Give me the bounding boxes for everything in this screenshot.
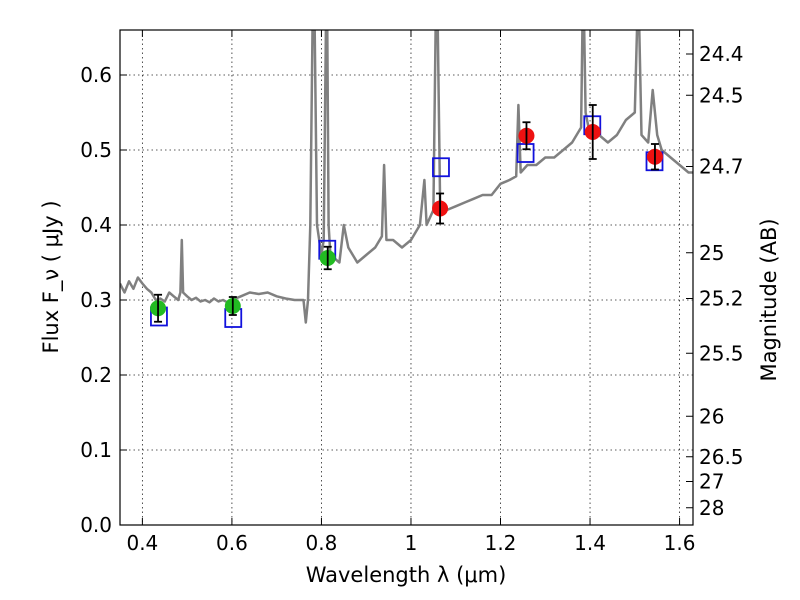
x-tick-label: 0.4 xyxy=(126,531,158,555)
y2-tick-label: 25.2 xyxy=(699,287,744,311)
y-tick-label: 0.3 xyxy=(80,288,112,312)
y-tick-label: 0.4 xyxy=(80,213,112,237)
photometry-points xyxy=(150,104,664,328)
x-axis-label: Wavelength λ (μm) xyxy=(306,563,507,587)
y2-tick-label: 24.5 xyxy=(699,83,744,107)
y-tick-label: 0.2 xyxy=(80,363,112,387)
x-tick-label: 1.4 xyxy=(574,531,606,555)
y-tick-label: 0.1 xyxy=(80,438,112,462)
model-spectrum-line xyxy=(120,30,693,324)
x-tick-label: 0.8 xyxy=(306,531,338,555)
y2-tick-label: 27 xyxy=(699,470,724,494)
x-tick-label: 1.2 xyxy=(485,531,517,555)
y-tick-label: 0.5 xyxy=(80,138,112,162)
grid xyxy=(120,30,693,526)
axis-ticks: 0.4 0.6 0.8 1 1.2 1.4 1.6 0.0 0.1 0.2 0.3 0.4 0.5 0.6… xyxy=(80,30,744,555)
y-tick-label: 0.0 xyxy=(80,513,112,537)
y-axis-label: Flux F_ν ( μJy ) xyxy=(39,200,64,353)
y2-tick-label: 25 xyxy=(699,241,724,265)
y2-tick-label: 26.5 xyxy=(699,445,744,469)
x-tick-label: 0.6 xyxy=(216,531,248,555)
model-photometry-square xyxy=(432,157,450,178)
y-tick-label: 0.6 xyxy=(80,63,112,87)
y2-tick-label: 24.4 xyxy=(699,42,744,66)
x-tick-label: 1 xyxy=(405,531,418,555)
y2-tick-label: 28 xyxy=(699,496,724,520)
y2-tick-label: 26 xyxy=(699,404,724,428)
x-tick-label: 1.6 xyxy=(664,531,696,555)
y2-axis-label: Magnitude (AB) xyxy=(757,218,781,381)
y2-tick-label: 25.5 xyxy=(699,341,744,365)
plot-frame xyxy=(119,29,694,526)
y2-tick-label: 24.7 xyxy=(699,155,744,179)
model-spectrum xyxy=(120,30,693,324)
